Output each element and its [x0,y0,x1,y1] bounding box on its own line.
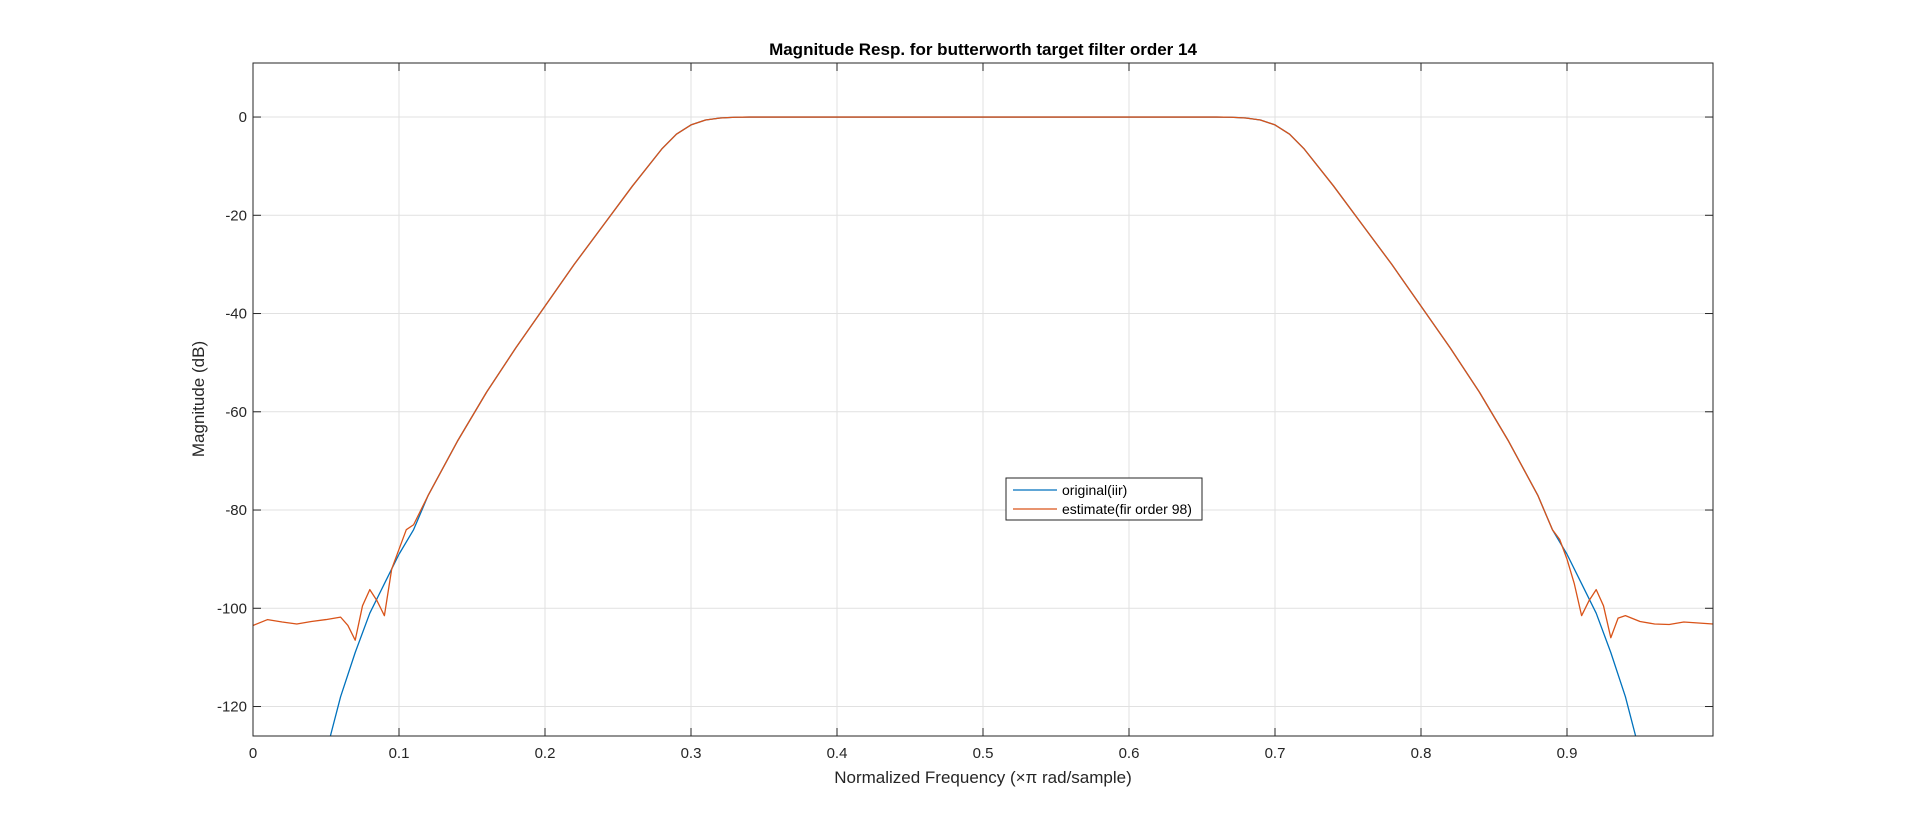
x-tick-label: 0 [249,745,257,762]
legend-label-estimate: estimate(fir order 98) [1062,501,1192,517]
x-tick-label: 0.7 [1265,745,1286,762]
legend: original(iir) estimate(fir order 98) [1005,477,1203,521]
y-tick-label: -100 [217,600,247,617]
y-tick-label: -20 [225,207,247,224]
x-axis-label: Normalized Frequency (×π rad/sample) [834,768,1132,787]
x-tick-label: 0.3 [681,745,702,762]
chart-title: Magnitude Resp. for butterworth target f… [769,40,1197,59]
legend-label-original: original(iir) [1062,482,1127,498]
y-tick-label: -80 [225,502,247,519]
x-tick-label: 0.5 [973,745,994,762]
x-tick-label: 0.6 [1119,745,1140,762]
x-tick-label: 0.9 [1557,745,1578,762]
legend-box [1005,477,1203,521]
axis-ticks [252,63,1713,736]
x-tick-label: 0.8 [1411,745,1432,762]
plot-frame [252,62,1714,737]
y-tick-label: -60 [225,404,247,421]
y-tick-label: 0 [239,109,247,126]
y-axis-label: Magnitude (dB) [189,341,208,457]
x-tick-label: 0.4 [827,745,848,762]
x-tick-label: 0.1 [389,745,410,762]
series-line-estimate [253,116,1713,641]
y-tick-labels: 0 -20 -40 -60 -80 -100 -120 [217,109,247,715]
y-tick-label: -120 [217,699,247,716]
x-tick-labels: 0 0.1 0.2 0.3 0.4 0.5 0.6 0.7 0.8 0.9 [249,745,1578,762]
y-tick-label: -40 [225,306,247,323]
x-tick-label: 0.2 [535,745,556,762]
series-layer [253,116,1713,736]
